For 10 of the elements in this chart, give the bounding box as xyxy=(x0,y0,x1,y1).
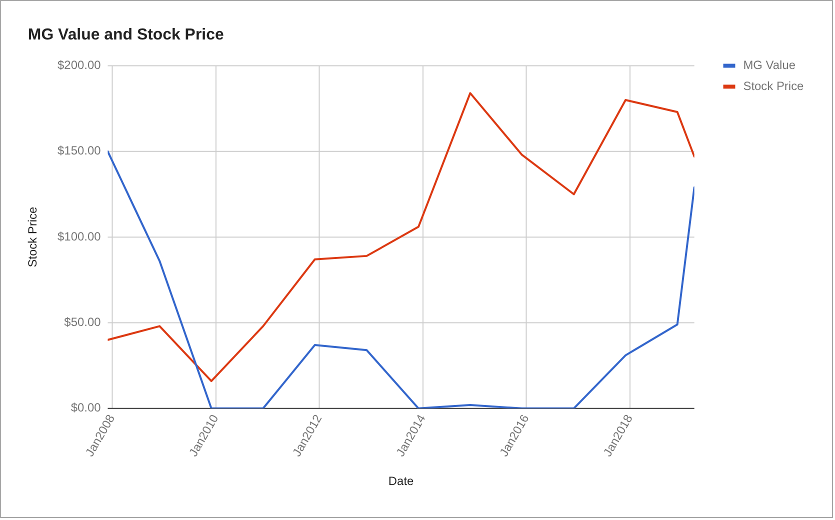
y-tick-label: $150.00 xyxy=(58,144,102,158)
chart-title: MG Value and Stock Price xyxy=(28,26,224,44)
y-axis-title: Stock Price xyxy=(25,206,40,268)
x-axis-title: Date xyxy=(388,474,414,488)
y-tick-label: $50.00 xyxy=(64,315,102,330)
y-tick-label: $200.00 xyxy=(58,58,102,72)
y-tick-label: $100.00 xyxy=(58,229,102,244)
legend-label: MG Value xyxy=(743,58,796,72)
y-tick-label: $0.00 xyxy=(70,400,102,415)
legend-label: Stock Price xyxy=(743,78,804,93)
